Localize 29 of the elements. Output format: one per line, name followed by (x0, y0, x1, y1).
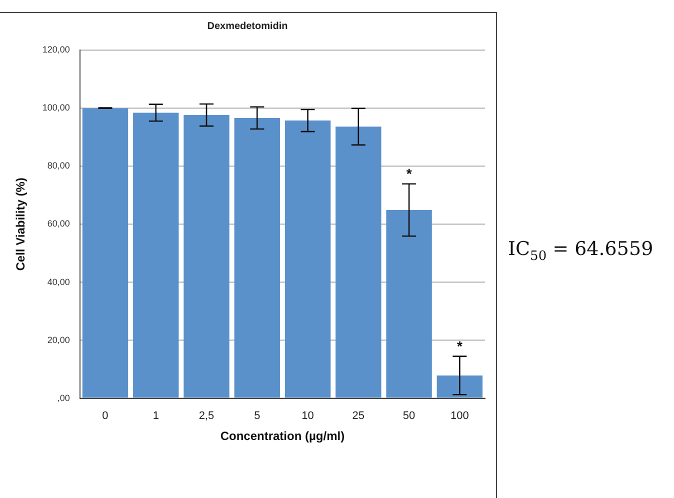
x-tick-label: 100 (450, 410, 469, 422)
x-tick-label: 10 (302, 410, 314, 422)
x-tick-label: 0 (102, 410, 108, 422)
bar (284, 120, 331, 398)
bar (386, 210, 432, 398)
y-tick-label: 80,00 (47, 160, 70, 171)
annotation: * (456, 338, 463, 354)
bar (436, 375, 483, 398)
y-axis-title: Cell Viability (%) (14, 178, 28, 271)
bar (184, 115, 230, 398)
text: IC$_{50}$ = 64.6559 (508, 238, 654, 264)
x-axis-title: Concentration (µg/ml) (220, 429, 345, 444)
x-tick-label: 25 (352, 410, 365, 422)
x-tick-label: 2,5 (198, 410, 214, 422)
x-tick-label: 5 (254, 410, 260, 422)
y-tick-label: ,00 (57, 392, 70, 403)
x-tick-label: 1 (152, 410, 159, 422)
y-tick-label: 60,00 (47, 218, 70, 229)
y-tick-label: 120,00 (42, 44, 70, 54)
bar (234, 118, 280, 398)
bar (336, 126, 382, 398)
y-tick-label: 40,00 (47, 276, 70, 287)
x-tick-label: 50 (402, 410, 416, 422)
chart-title: Dexmedetomidin (207, 20, 288, 32)
bar (82, 108, 128, 398)
annotation: * (406, 165, 412, 182)
y-tick-label: 100,00 (42, 102, 70, 113)
y-tick-label: 20,00 (47, 334, 70, 345)
bar (133, 112, 179, 398)
